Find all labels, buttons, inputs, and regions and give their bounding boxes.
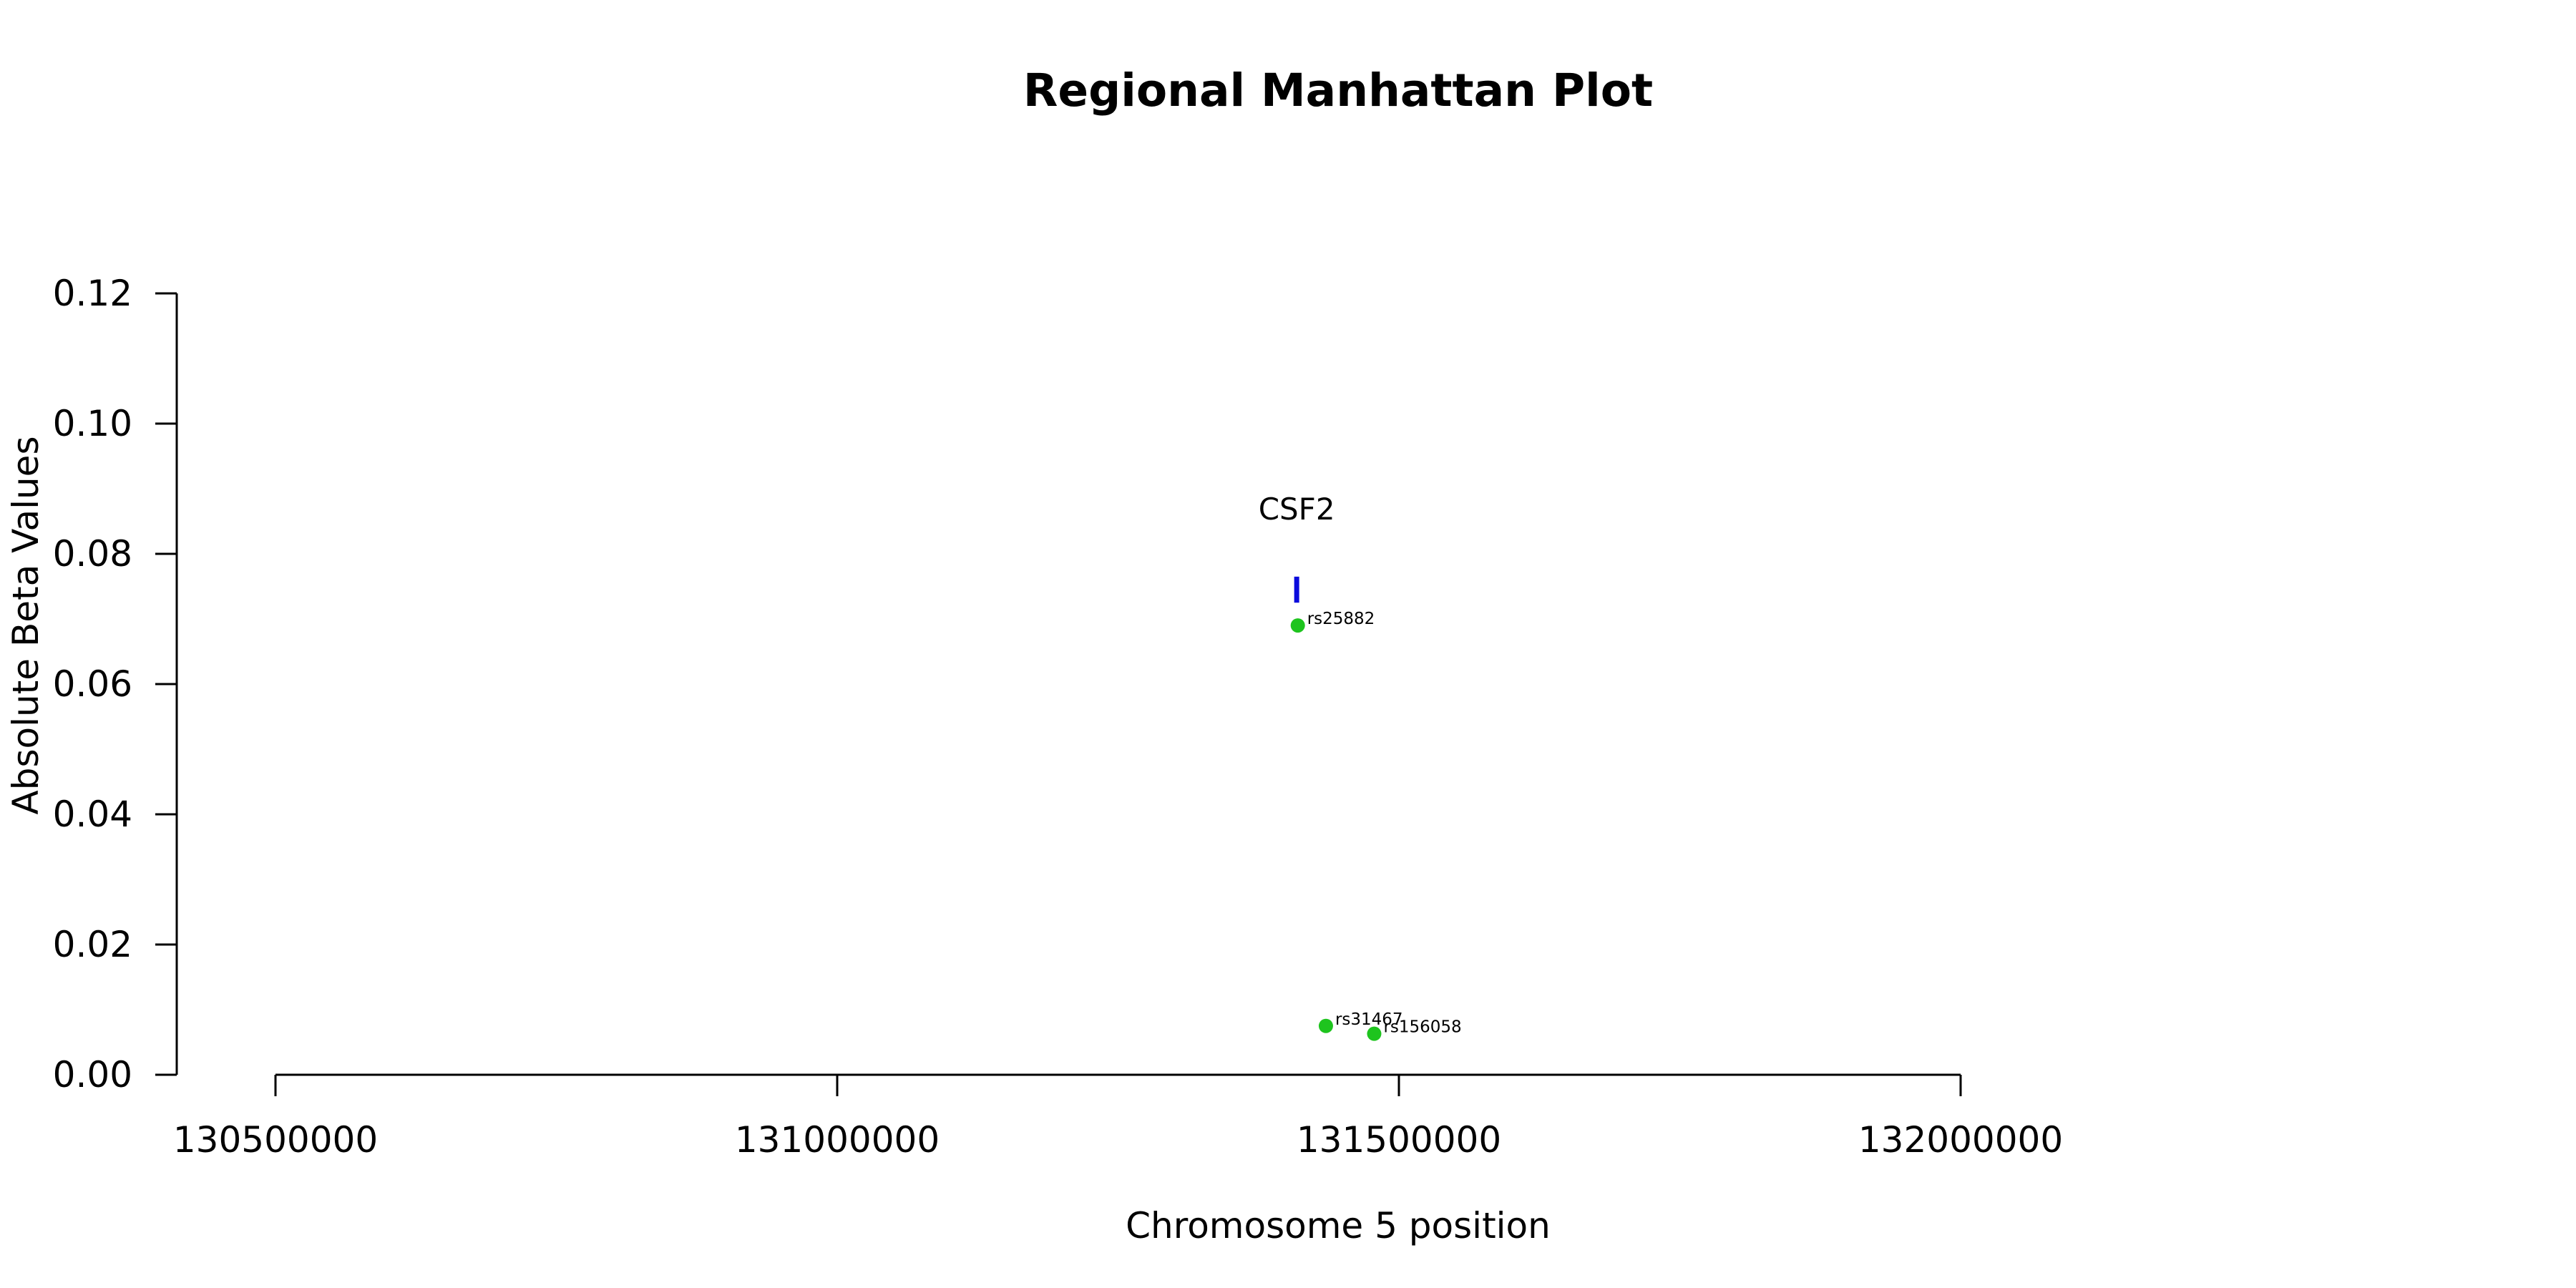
y-tick-label: 0.08 <box>53 533 132 575</box>
x-tick-label: 132000000 <box>1858 1119 2063 1161</box>
y-tick-label: 0.00 <box>53 1054 132 1096</box>
snp-label: rs156058 <box>1383 1018 1461 1037</box>
y-tick-label: 0.04 <box>53 794 132 835</box>
y-tick-label: 0.06 <box>53 663 132 705</box>
chart-title: Regional Manhattan Plot <box>1023 64 1653 117</box>
y-tick-label: 0.02 <box>53 924 132 965</box>
y-axis-label: Absolute Beta Values <box>5 436 47 815</box>
y-tick-label: 0.12 <box>53 273 132 314</box>
x-axis-label: Chromosome 5 position <box>1126 1205 1551 1246</box>
gene-label: CSF2 <box>1259 492 1335 527</box>
y-tick-label: 0.10 <box>53 403 132 444</box>
y-axis: 0.00 0.02 0.04 0.06 0.08 0.10 0.12 <box>53 273 178 1096</box>
snp-label: rs31467 <box>1335 1010 1403 1029</box>
x-tick-label: 131500000 <box>1297 1119 1501 1161</box>
snp-label: rs25882 <box>1307 610 1375 628</box>
x-tick-label: 130500000 <box>173 1119 378 1161</box>
x-axis: 130500000 131000000 131500000 132000000 <box>173 1073 2063 1161</box>
snp-point <box>1290 618 1305 633</box>
snp-point <box>1318 1018 1333 1033</box>
gene-markers: CSF2 <box>1259 492 1335 603</box>
x-tick-label: 131000000 <box>735 1119 940 1161</box>
snp-point <box>1367 1026 1382 1041</box>
